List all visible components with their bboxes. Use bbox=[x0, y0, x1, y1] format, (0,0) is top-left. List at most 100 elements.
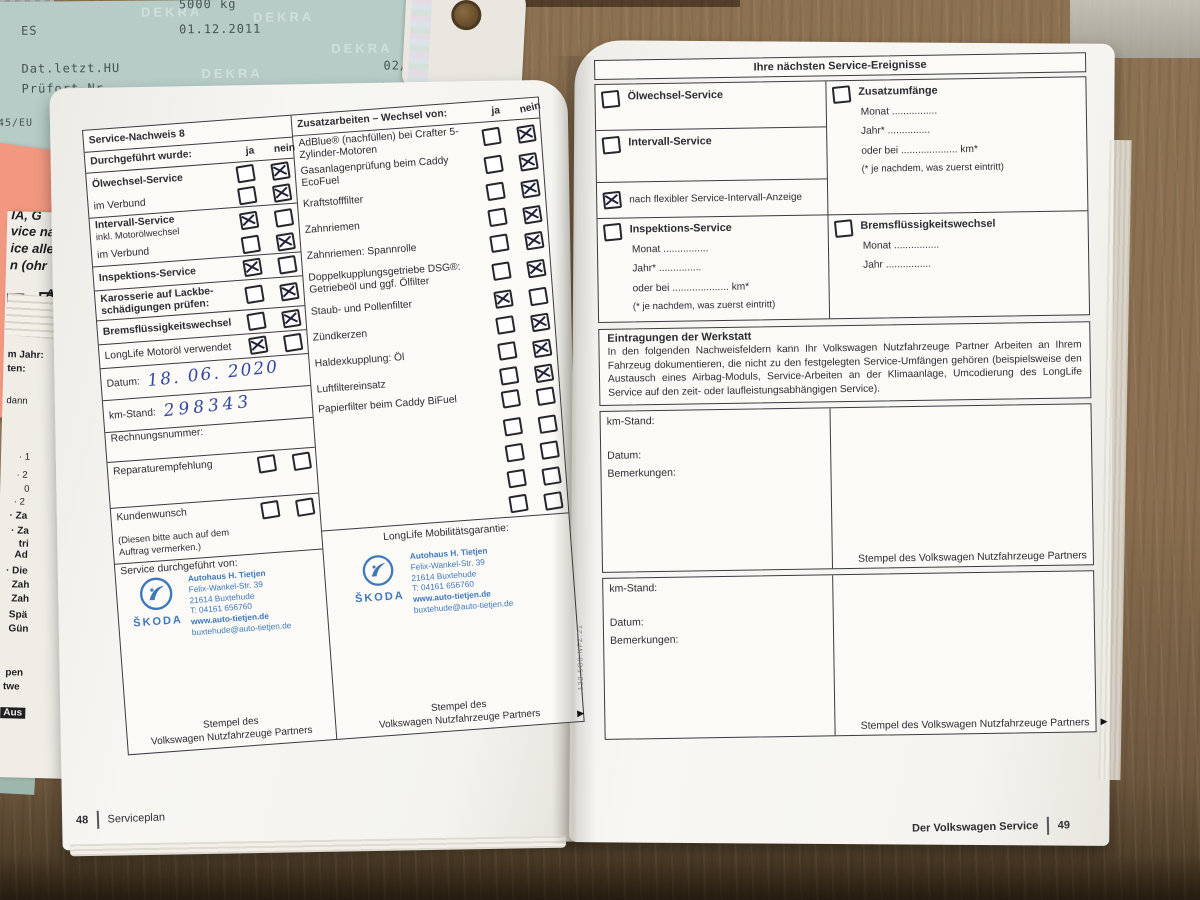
bremsfluessigkeitswechsel-label: Bremsflüssigkeitswechsel bbox=[860, 217, 996, 232]
checkbox-ja[interactable] bbox=[489, 232, 510, 253]
dekra-eu-fragment: 45/EU bbox=[0, 117, 34, 129]
checkbox-ja[interactable] bbox=[506, 468, 527, 488]
checkbox-ja[interactable] bbox=[502, 416, 524, 437]
row-label-blank bbox=[324, 479, 504, 492]
checkbox-ja[interactable] bbox=[244, 284, 265, 305]
checkbox-nein[interactable] bbox=[282, 332, 304, 353]
footer-label-vw-service: Der Volkswagen Service bbox=[911, 820, 1039, 835]
dekra-weight: 5000 kg bbox=[178, 0, 237, 12]
werkstatt-entry-1: km-Stand: Datum: Bemerkungen: Stempel de… bbox=[599, 403, 1094, 574]
checkbox-ja[interactable] bbox=[247, 335, 269, 356]
checkbox-nein[interactable] bbox=[522, 204, 543, 225]
checkbox-nein[interactable] bbox=[530, 312, 551, 332]
checkbox-ja[interactable] bbox=[495, 314, 516, 335]
checkbox-ja[interactable] bbox=[238, 210, 260, 231]
checkbox-flexible-anzeige[interactable] bbox=[602, 190, 623, 210]
checkbox-nein[interactable] bbox=[294, 497, 316, 517]
checkbox-ja[interactable] bbox=[242, 257, 263, 278]
page-fragment: 0 bbox=[24, 483, 30, 495]
skoda-logo-icon: ŠKODA bbox=[352, 552, 405, 608]
checkbox-nein[interactable] bbox=[526, 258, 547, 278]
ja-column-header: ja bbox=[491, 104, 501, 117]
stempel-caption: Stempel des Volkswagen Nutzfahrzeuge Par… bbox=[858, 550, 1087, 566]
page-fragment: twe bbox=[2, 681, 20, 693]
checkbox-nein[interactable] bbox=[524, 230, 545, 251]
checkbox-ja[interactable] bbox=[498, 366, 520, 386]
checkbox-nein[interactable] bbox=[528, 286, 549, 306]
checkbox-ja[interactable] bbox=[493, 288, 514, 309]
werkstatt-eintragungen-box: Eintragungen der Werkstatt In den folgen… bbox=[598, 321, 1092, 407]
checkbox-ja[interactable] bbox=[504, 442, 526, 463]
page-fragment: Spä bbox=[8, 609, 28, 621]
row-label-blank bbox=[326, 504, 506, 517]
checkbox-ja[interactable] bbox=[237, 185, 258, 206]
page-fragment: · 1 bbox=[18, 451, 31, 463]
page-fragment: m Jahr: bbox=[7, 349, 44, 362]
brems-jahr-line[interactable]: Jahr ................ bbox=[863, 259, 932, 272]
checkbox-ja[interactable] bbox=[235, 163, 256, 184]
checkbox-ja[interactable] bbox=[246, 311, 267, 332]
checkbox-intervall[interactable] bbox=[601, 135, 622, 155]
book-spine-shadow bbox=[552, 56, 596, 844]
checkbox-nein[interactable] bbox=[271, 183, 293, 203]
ja-column-header: ja bbox=[245, 144, 255, 157]
page-fragment: · 2 bbox=[16, 469, 28, 481]
stempel-caption: Stempel des Volkswagen Nutzfahrzeuge Par… bbox=[860, 717, 1090, 733]
intervall-service-label: Intervall-Service bbox=[628, 135, 712, 149]
checkbox-nein[interactable] bbox=[518, 151, 539, 172]
stamp-text: Autohaus H. Tietjen Felix-Wankel-Str. 39… bbox=[187, 567, 292, 638]
checkbox-ja[interactable] bbox=[508, 493, 529, 514]
service-nachweis-form: Service-Nachweis 8 Durchgeführt wurde: j… bbox=[82, 96, 585, 756]
page-fragment: Gün bbox=[8, 623, 29, 635]
entry-stamp-area[interactable]: Stempel des Volkswagen Nutzfahrzeuge Par… bbox=[831, 404, 1093, 568]
checkbox-ja[interactable] bbox=[483, 154, 504, 174]
checkbox-ja[interactable] bbox=[491, 260, 512, 281]
page-turn-marker: ▶ bbox=[1100, 716, 1108, 727]
entry-stamp-area[interactable]: Stempel des Volkswagen Nutzfahrzeuge Par… bbox=[833, 571, 1095, 735]
checkbox-ja[interactable] bbox=[497, 340, 518, 361]
checkbox-nein[interactable] bbox=[281, 308, 302, 329]
checkbox-ja[interactable] bbox=[487, 206, 508, 227]
checkbox-bremsfluessigkeit[interactable] bbox=[833, 219, 854, 238]
checkbox-nein[interactable] bbox=[273, 208, 295, 228]
page-fragment: · 2 bbox=[13, 496, 26, 508]
checkbox-nein[interactable] bbox=[516, 123, 537, 144]
next-service-page: Ihre nächsten Service-Ereignisse Ölwechs… bbox=[577, 52, 1108, 741]
page-fragment: · Die bbox=[5, 565, 28, 577]
km-stand-handwritten-value[interactable]: 298343 bbox=[162, 391, 254, 422]
checkbox-nein[interactable] bbox=[270, 161, 291, 181]
checkbox-inspektion[interactable] bbox=[602, 222, 623, 242]
page-fragment: dann bbox=[6, 395, 28, 407]
entry-bemerkungen-label[interactable]: Bemerkungen: bbox=[610, 633, 679, 647]
page-fragment: Zah bbox=[11, 593, 30, 605]
page-fragment: tri bbox=[18, 538, 29, 550]
page-fragment: Ad bbox=[14, 549, 28, 561]
page-fragment: ten: bbox=[7, 363, 26, 375]
checkbox-nein[interactable] bbox=[279, 281, 300, 302]
row-label-longlife: LongLife Motoröl verwendet bbox=[104, 341, 232, 362]
checkbox-ja[interactable] bbox=[256, 454, 278, 474]
checkbox-ja[interactable] bbox=[500, 388, 522, 409]
checkbox-oelwechsel[interactable] bbox=[600, 89, 621, 109]
checkbox-nein[interactable] bbox=[275, 232, 296, 252]
checkbox-nein[interactable] bbox=[291, 451, 313, 472]
page-fragment: · Za bbox=[9, 510, 28, 522]
checkbox-nein[interactable] bbox=[531, 338, 553, 358]
checkbox-nein[interactable] bbox=[277, 254, 298, 275]
nein-column-header: nein bbox=[518, 100, 542, 116]
photo-vignette bbox=[0, 854, 1200, 900]
werkstatt-body: In den folgenden Nachweisfeldern kann Ih… bbox=[607, 339, 1083, 399]
dekra-watermark: DEKRA bbox=[252, 9, 315, 25]
row-label-brems: Bremsflüssigkeitswechsel bbox=[102, 317, 232, 338]
laminated-card bbox=[401, 0, 527, 94]
checkbox-nein[interactable] bbox=[520, 178, 541, 199]
dekra-hu-label: Dat.letzt.HU bbox=[21, 60, 121, 76]
entry-bemerkungen-label[interactable]: Bemerkungen: bbox=[607, 466, 676, 480]
werkstatt-entry-2: km-Stand: Datum: Bemerkungen: Stempel de… bbox=[602, 570, 1108, 741]
checkbox-ja[interactable] bbox=[260, 499, 281, 520]
row-label-blank bbox=[322, 453, 502, 466]
checkbox-ja[interactable] bbox=[485, 181, 506, 201]
checkbox-ja[interactable] bbox=[481, 126, 502, 146]
checkbox-zusatzumfaenge[interactable] bbox=[831, 85, 852, 104]
checkbox-ja[interactable] bbox=[240, 234, 262, 255]
